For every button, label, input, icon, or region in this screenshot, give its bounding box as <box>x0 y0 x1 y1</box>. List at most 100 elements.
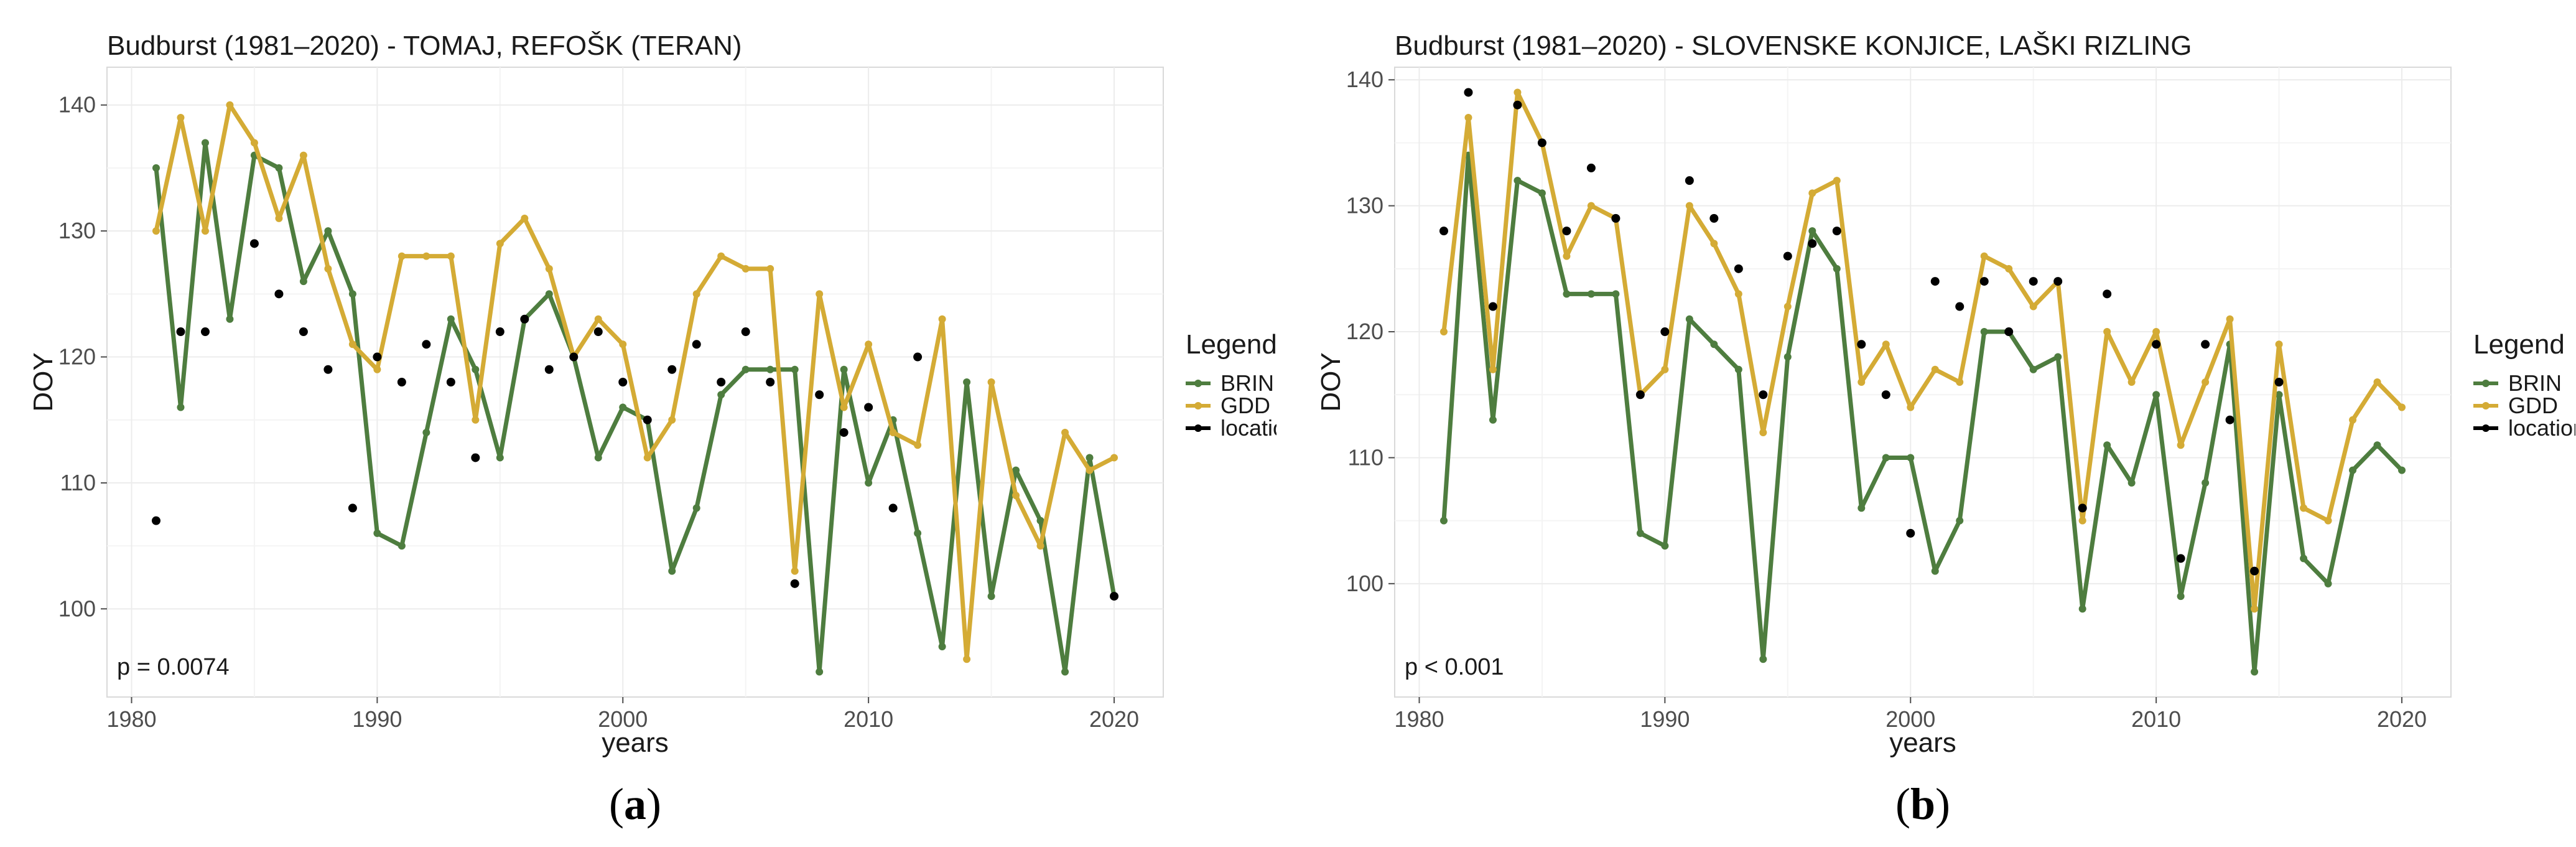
data-point-brin <box>791 365 799 373</box>
data-point-gdd <box>250 139 258 147</box>
data-point-location <box>520 314 529 324</box>
data-point-location <box>593 327 603 337</box>
data-point-brin <box>1783 353 1792 361</box>
data-point-brin <box>1759 655 1767 663</box>
data-point-gdd <box>422 252 430 260</box>
data-point-brin <box>1439 517 1448 525</box>
chart-panel-a: 1980 1990 2000 2010 2020 100 110 120 130 140 Budb… <box>28 30 1277 829</box>
series <box>1439 88 2406 676</box>
data-point-gdd <box>1661 365 1669 373</box>
data-point-location <box>1635 390 1645 400</box>
data-point-location <box>1906 528 1915 538</box>
data-point-location <box>2274 378 2284 386</box>
chart-title: Budburst (1981–2020) - SLOVENSKE KONJICE… <box>1395 30 2192 61</box>
data-point-location <box>1513 100 1522 110</box>
data-point-brin <box>2251 668 2259 676</box>
data-point-location <box>1857 340 1866 349</box>
data-point-location <box>839 428 849 437</box>
data-point-gdd <box>2202 378 2210 386</box>
data-point-brin <box>226 315 234 323</box>
data-point-brin <box>1858 504 1866 512</box>
data-point-gdd <box>1734 290 1742 298</box>
data-point-gdd <box>1956 378 1964 386</box>
legend-swatch-dot <box>1194 380 1202 387</box>
data-point-location <box>1955 302 1965 311</box>
data-point-gdd <box>1514 88 1522 96</box>
data-point-brin <box>2127 479 2136 487</box>
data-point-location <box>1734 264 1743 273</box>
data-point-gdd <box>201 227 209 235</box>
data-point-gdd <box>1759 428 1767 436</box>
data-point-gdd <box>2373 378 2381 386</box>
data-point-brin <box>1012 466 1020 474</box>
data-point-brin <box>2398 466 2406 474</box>
data-point-brin <box>2029 365 2037 373</box>
legend-item-gdd: GDD <box>2473 393 2558 418</box>
data-point-location <box>397 378 406 386</box>
data-point-location <box>2152 340 2161 349</box>
data-point-gdd <box>1086 466 1094 474</box>
data-point-brin <box>2054 353 2062 361</box>
data-point-gdd <box>521 214 529 222</box>
data-point-location <box>1611 213 1620 223</box>
data-point-gdd <box>2398 403 2406 411</box>
x-tick-label: 2000 <box>598 706 648 732</box>
data-point-gdd <box>472 416 480 424</box>
data-point-brin <box>1980 328 1988 336</box>
legend-swatch-dot <box>2482 424 2490 432</box>
data-point-brin <box>1061 668 1069 676</box>
data-point-gdd <box>2226 315 2234 323</box>
data-point-location <box>348 503 357 513</box>
data-point-gdd <box>1833 177 1841 185</box>
data-point-brin <box>865 479 873 487</box>
data-point-brin <box>1612 290 1620 298</box>
data-point-location <box>1808 239 1817 248</box>
panel-caption: (a) <box>609 779 661 829</box>
legend-swatch-dot <box>2482 402 2490 409</box>
panel-caption-b: (b) <box>1895 779 1950 829</box>
data-point-gdd <box>2275 340 2283 349</box>
data-point-gdd <box>299 151 307 159</box>
series-brin <box>1439 151 2406 676</box>
data-point-brin <box>2373 441 2381 449</box>
data-point-location <box>618 378 628 386</box>
legend-label: BRIN <box>2508 370 2562 396</box>
data-point-brin <box>594 454 602 462</box>
data-point-brin <box>1685 315 1693 323</box>
data-point-location <box>815 390 824 400</box>
data-point-brin <box>1882 454 1890 462</box>
data-point-brin <box>447 315 455 323</box>
data-point-brin <box>938 643 946 651</box>
y-tick-label: 140 <box>1346 67 1383 92</box>
x-tick-label: 2000 <box>1886 706 1935 732</box>
data-point-gdd <box>226 101 234 109</box>
data-point-brin <box>1587 290 1595 298</box>
data-point-location <box>864 403 873 412</box>
data-point-brin <box>2324 579 2332 587</box>
data-point-location <box>1562 227 1571 236</box>
series-location <box>151 239 1119 601</box>
y-tick-label: 140 <box>58 92 96 118</box>
data-point-brin <box>398 542 406 550</box>
data-point-gdd <box>914 441 922 449</box>
data-point-brin <box>1086 454 1094 462</box>
data-point-brin <box>963 378 971 386</box>
data-point-gdd <box>1563 252 1571 260</box>
legend-swatch-dot <box>2482 380 2490 387</box>
y-axis-title: DOY <box>28 352 58 411</box>
y-tick-label: 130 <box>58 218 96 243</box>
x-tick-label: 2020 <box>1089 706 1139 732</box>
data-point-gdd <box>2103 328 2111 336</box>
data-point-brin <box>1563 290 1571 298</box>
data-point-brin <box>2275 391 2283 399</box>
data-point-gdd <box>742 264 750 273</box>
data-point-brin <box>1734 365 1742 373</box>
data-point-gdd <box>1931 365 1939 373</box>
legend-swatch-dot <box>1194 402 1202 409</box>
data-point-location <box>2053 277 2063 286</box>
y-tick-label: 120 <box>1346 319 1383 344</box>
tick-labels: 1980 1990 2000 2010 2020 100 110 120 130 140 <box>1346 67 2427 732</box>
data-point-gdd <box>2300 504 2308 512</box>
data-point-brin <box>1956 517 1964 525</box>
data-point-brin <box>545 290 553 298</box>
